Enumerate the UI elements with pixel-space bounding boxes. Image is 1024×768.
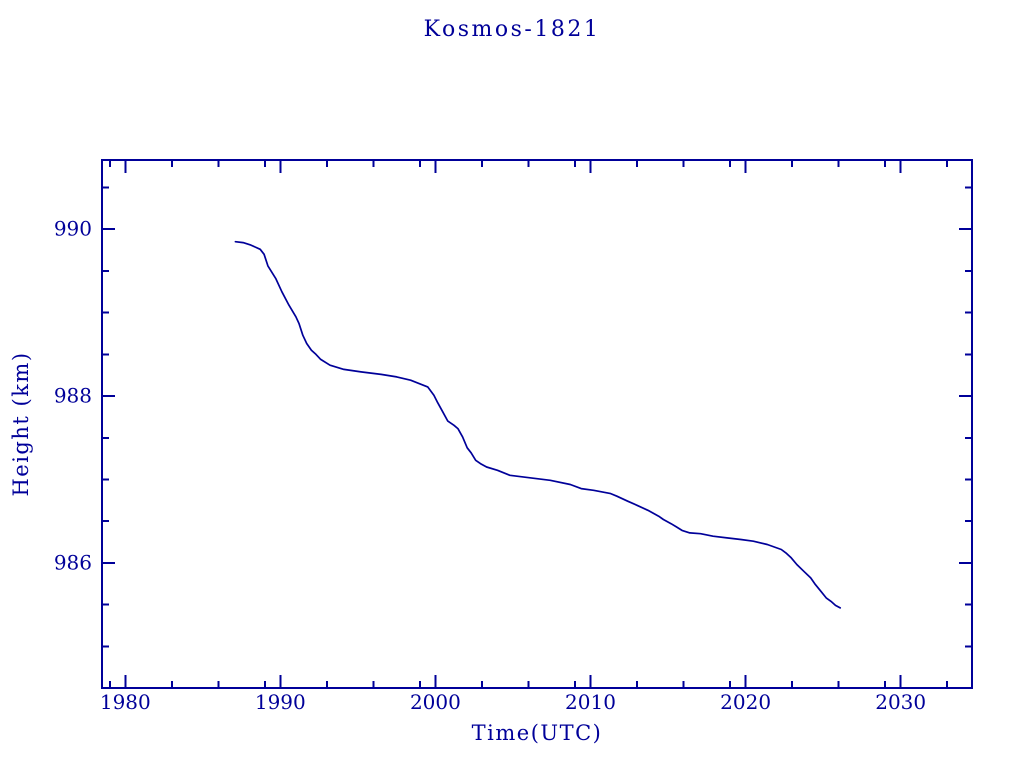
- y-tick-label: 990: [54, 217, 92, 241]
- plot-frame: [101, 159, 973, 689]
- x-axis-label: Time(UTC): [471, 721, 603, 745]
- x-tick-label: 1980: [100, 690, 151, 714]
- x-tick-label: 2020: [720, 690, 771, 714]
- x-tick-label: 1990: [255, 690, 306, 714]
- y-tick-label: 988: [54, 384, 92, 408]
- y-tick-label: 986: [54, 550, 92, 574]
- y-axis-label: Height (km): [9, 351, 33, 497]
- x-tick-label: 2030: [875, 690, 926, 714]
- x-tick-label: 2010: [565, 690, 616, 714]
- height-decay-curve: [234, 240, 842, 609]
- x-tick-label: 2000: [410, 690, 461, 714]
- chart-title: Kosmos-1821: [423, 17, 601, 42]
